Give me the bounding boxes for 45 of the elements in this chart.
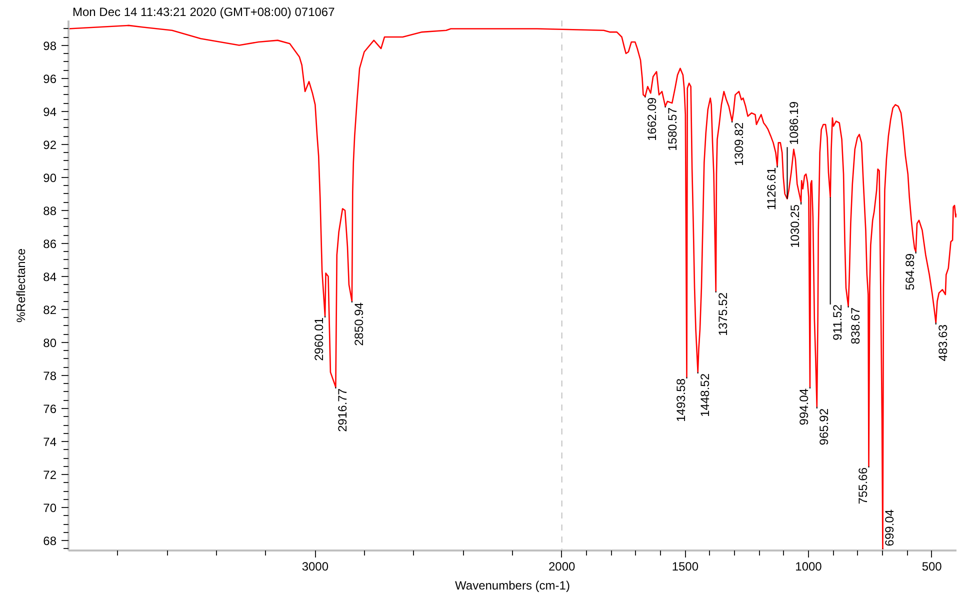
y-tick-label: 84 xyxy=(43,270,57,284)
annotation: 1086.19 xyxy=(787,101,802,145)
y-tick-label: 70 xyxy=(43,501,57,516)
annotation: 911.52 xyxy=(830,304,844,340)
annotation: 1309.82 xyxy=(732,122,746,166)
annotation: 755.66 xyxy=(856,467,870,504)
annotation: 1030.25 xyxy=(788,204,802,248)
annotation: 1662.09 xyxy=(645,97,660,141)
y-tick-label: 90 xyxy=(43,170,57,185)
y-tick-label: 96 xyxy=(43,72,57,86)
x-axis-title: Wavenumbers (cm-1) xyxy=(455,578,570,592)
y-tick-label: 76 xyxy=(43,402,57,416)
y-tick-label: 72 xyxy=(43,468,57,482)
y-tick-label: 86 xyxy=(43,236,57,251)
y-tick-label: 68 xyxy=(43,534,57,548)
annotation: 699.04 xyxy=(882,509,897,546)
annotation: 965.92 xyxy=(816,408,831,446)
x-tick-label: 500 xyxy=(922,560,942,574)
annotation: 2960.01 xyxy=(312,317,326,361)
annotation: 1448.52 xyxy=(698,373,712,417)
annotation: 1126.61 xyxy=(764,167,778,210)
y-tick-label: 82 xyxy=(43,302,57,317)
text: Mon Dec 14 11:43:21 2020 (GMT+08:00) 071067 xyxy=(72,5,336,19)
annotation: 483.63 xyxy=(936,324,950,362)
annotation: 564.89 xyxy=(902,253,917,290)
annotation: 1580.57 xyxy=(665,107,680,151)
annotation: 838.67 xyxy=(848,307,862,344)
y-tick-label: 78 xyxy=(43,368,57,383)
annotation: 2916.77 xyxy=(336,388,350,432)
y-tick-label: 92 xyxy=(43,138,57,152)
y-tick-label: 98 xyxy=(43,38,57,53)
annotation: 994.04 xyxy=(796,388,811,426)
x-tick-label: 1500 xyxy=(672,560,699,574)
y-tick-label: 94 xyxy=(43,104,57,119)
annotation: 1375.52 xyxy=(716,292,730,336)
annotation: 1493.58 xyxy=(674,378,688,422)
x-tick-label: 1000 xyxy=(795,560,822,574)
y-tick-label: 74 xyxy=(43,435,57,450)
y-axis-title: %Reflectance xyxy=(14,248,28,323)
y-tick-label: 80 xyxy=(43,336,57,350)
line-series xyxy=(68,24,956,550)
y-tick-label: 88 xyxy=(43,204,57,218)
annotation: 2850.94 xyxy=(352,302,366,346)
x-tick-label: 3000 xyxy=(302,560,329,574)
x-tick-label: 2000 xyxy=(548,560,576,574)
